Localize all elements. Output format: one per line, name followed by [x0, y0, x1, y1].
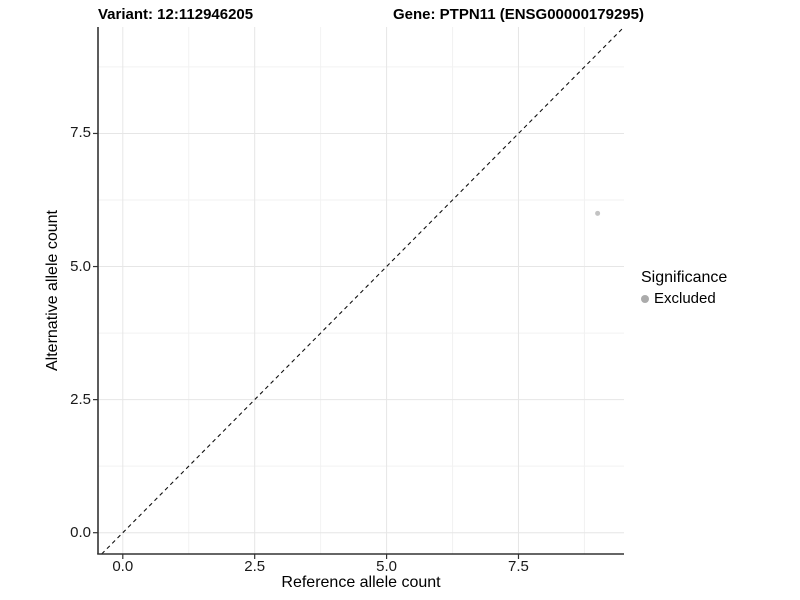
x-tick-label: 5.0 — [376, 558, 397, 575]
legend-item-excluded: Excluded — [641, 290, 727, 307]
y-tick-label: 0.0 — [70, 523, 91, 541]
x-tick-label: 2.5 — [244, 558, 266, 575]
variant-title: Variant: 12:112946205 — [98, 6, 254, 23]
data-point — [595, 210, 601, 216]
y-tick-label: 5.0 — [70, 257, 91, 275]
gene-title: Gene: PTPN11 (ENSG00000179295) — [393, 6, 644, 23]
y-axis-label: Alternative allele count — [44, 210, 61, 371]
y-tick-label: 2.5 — [70, 390, 91, 408]
legend: Significance Excluded — [641, 268, 727, 307]
identity-line — [101, 26, 625, 555]
legend-item-label: Excluded — [654, 290, 716, 307]
legend-title: Significance — [641, 269, 728, 286]
x-tick-label: 7.5 — [508, 558, 529, 575]
x-tick-label: 0.0 — [112, 558, 134, 575]
legend-key-dot — [641, 294, 649, 303]
y-tick-label: 7.5 — [70, 124, 91, 142]
x-axis-label: Reference allele count — [281, 574, 441, 591]
